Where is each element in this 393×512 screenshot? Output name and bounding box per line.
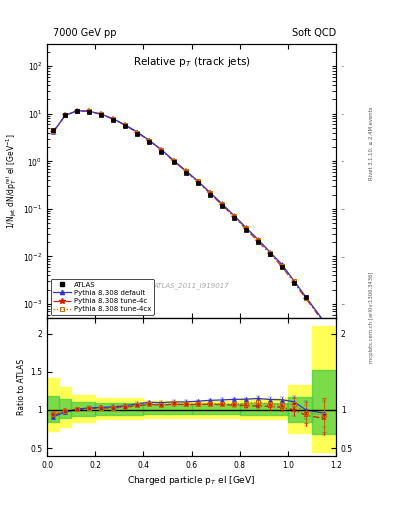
Text: 7000 GeV pp: 7000 GeV pp [53, 28, 117, 38]
Text: Soft QCD: Soft QCD [292, 28, 336, 38]
Legend: ATLAS, Pythia 8.308 default, Pythia 8.308 tune-4c, Pythia 8.308 tune-4cx: ATLAS, Pythia 8.308 default, Pythia 8.30… [51, 279, 154, 315]
Text: Rivet 3.1.10, ≥ 2.4M events: Rivet 3.1.10, ≥ 2.4M events [369, 106, 374, 180]
Text: ATLAS_2011_I919017: ATLAS_2011_I919017 [154, 282, 230, 289]
Y-axis label: Ratio to ATLAS: Ratio to ATLAS [17, 359, 26, 415]
Text: mcplots.cern.ch [arXiv:1306.3436]: mcplots.cern.ch [arXiv:1306.3436] [369, 272, 374, 363]
X-axis label: Charged particle p$_T$ el [GeV]: Charged particle p$_T$ el [GeV] [127, 474, 256, 487]
Y-axis label: 1/N$_{\mathsf{jet}}$ dN/dp$_T^{\mathsf{rel}}$ el [GeV$^{-1}$]: 1/N$_{\mathsf{jet}}$ dN/dp$_T^{\mathsf{r… [4, 133, 19, 229]
Text: Relative p$_T$ (track jets): Relative p$_T$ (track jets) [132, 54, 251, 69]
